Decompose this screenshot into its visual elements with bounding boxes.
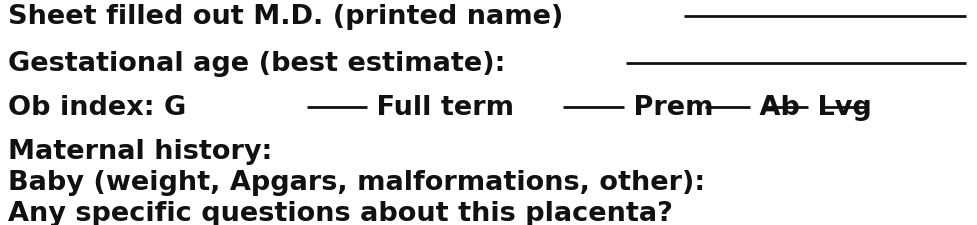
Text: Sheet filled out M.D. (printed name): Sheet filled out M.D. (printed name) <box>8 4 563 30</box>
Text: Any specific questions about this placenta?: Any specific questions about this placen… <box>8 201 672 225</box>
Text: Gestational age (best estimate):: Gestational age (best estimate): <box>8 51 505 77</box>
Text: Prem: Prem <box>623 95 722 121</box>
Text: Full term: Full term <box>366 95 523 121</box>
Text: Maternal history:: Maternal history: <box>8 139 272 165</box>
Text: Ab: Ab <box>749 95 808 121</box>
Text: Baby (weight, Apgars, malformations, other):: Baby (weight, Apgars, malformations, oth… <box>8 169 704 195</box>
Text: Lvg: Lvg <box>807 95 880 121</box>
Text: Ob index: G: Ob index: G <box>8 95 186 121</box>
